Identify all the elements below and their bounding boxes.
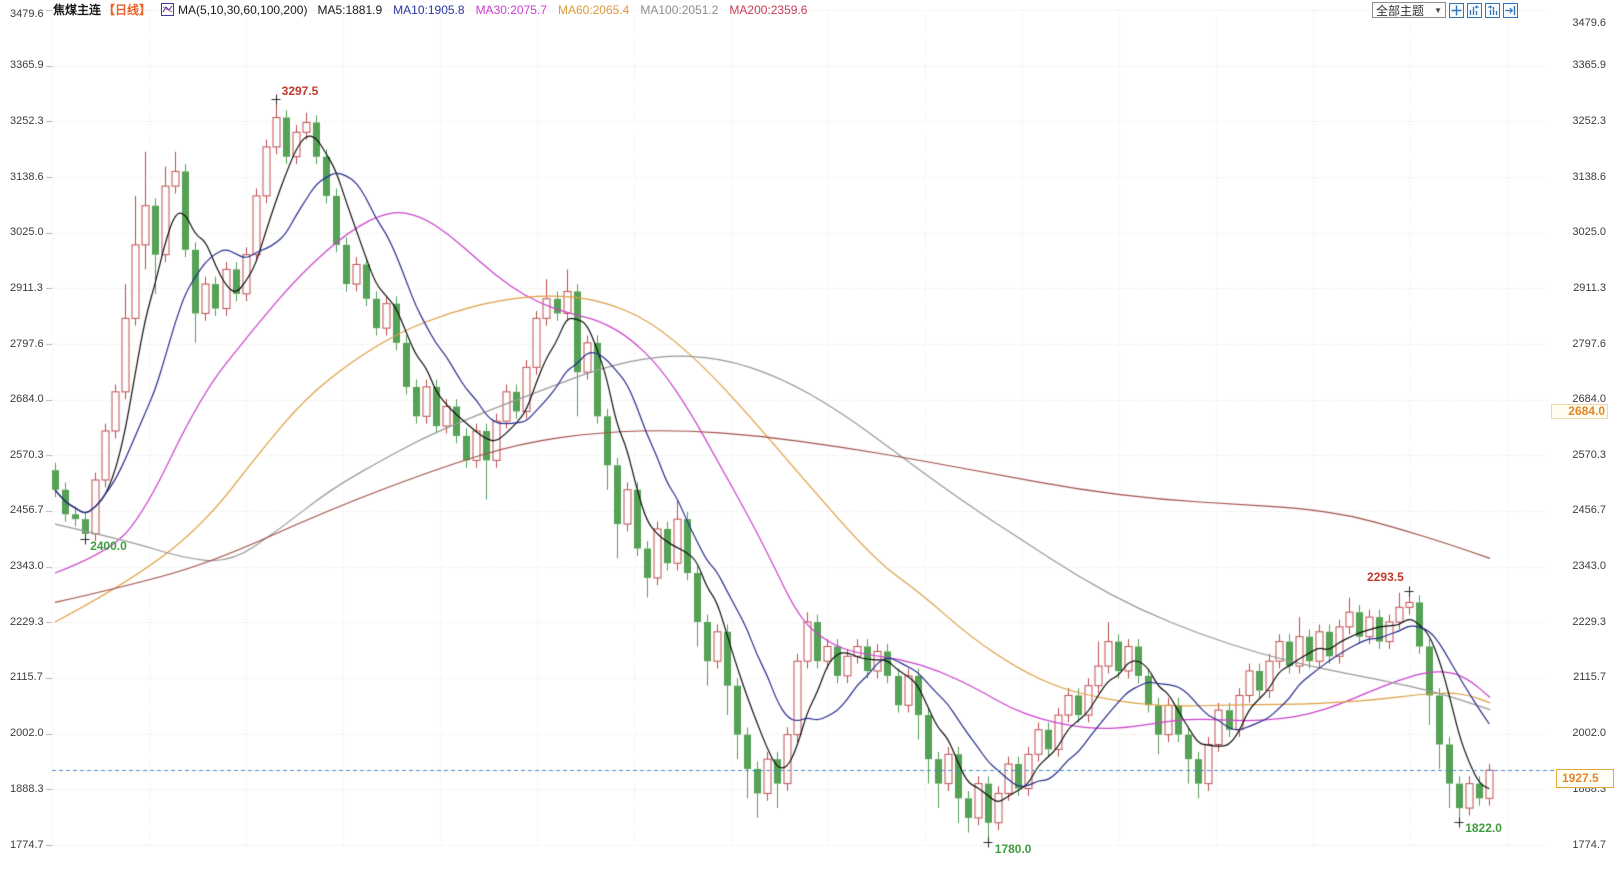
y-axis-label-left: 3025.0 [10,226,44,239]
y-axis-label-left: 2115.7 [10,671,43,684]
y-axis-label-left: 3365.9 [10,59,44,72]
last-price-tag: 1927.5 [1556,769,1614,789]
indicator-chart-icon [161,3,175,16]
page-forward-icon [1505,5,1516,15]
y-axis-label-left: 3479.6 [10,8,44,20]
y-axis-label-left: 2911.3 [10,281,43,294]
ma-value-label: MA5:1881.9 [317,2,383,17]
expand-bars-button[interactable] [1485,2,1500,18]
y-axis-label-left: 1888.3 [10,782,44,795]
y-axis-label-left: 2343.0 [10,560,44,573]
y-axis-label-right: 3365.9 [1572,59,1606,72]
period-label[interactable]: 【日线】 [103,3,152,17]
compress-bars-icon [1469,4,1479,15]
y-axis-label-right: 2797.6 [1572,337,1606,350]
y-axis-label-left: 1774.7 [10,838,44,851]
y-axis-label-left: 3252.3 [10,114,44,127]
price-marker-tag: 2684.0 [1551,403,1608,419]
ma-value-label: MA10:1905.8 [393,2,465,17]
extreme-price-annotation: 1822.0 [1465,820,1502,835]
theme-selector-dropdown[interactable]: 全部主题 ▼ [1372,2,1446,18]
expand-bars-icon [1488,4,1498,15]
ma-value-label: MA30:2075.7 [475,2,547,17]
ma-settings-label: MA(5,10,30,60,100,200) [178,2,308,17]
extreme-price-annotation: 2293.5 [1367,569,1404,584]
instrument-name: 焦煤主连 [53,3,102,17]
y-axis-label-right: 2343.0 [1572,560,1606,573]
extreme-price-annotation: 1780.0 [994,842,1032,857]
y-axis-label-left: 2229.3 [10,615,44,628]
y-axis-label-right: 3479.6 [1572,17,1606,29]
y-axis-label-left: 3138.6 [10,170,44,183]
y-axis-label-left: 2797.6 [10,337,44,350]
page-forward-button[interactable] [1503,2,1518,18]
y-axis-label-right: 2229.3 [1572,615,1606,628]
y-axis-label-right: 2911.3 [1573,281,1606,294]
theme-selector-label: 全部主题 [1376,3,1425,18]
y-axis-label-right: 2684.0 [1572,393,1606,406]
y-axis-label-right: 3138.6 [1572,170,1606,183]
compress-bars-button[interactable] [1467,2,1482,18]
y-axis-label-left: 2570.3 [10,448,44,461]
extreme-price-annotation: 3297.5 [281,84,319,99]
y-axis-label-right: 2456.7 [1572,504,1606,517]
chart-header: 焦煤主连 【日线】 MA(5,10,30,60,100,200) MA5:188… [53,1,818,18]
chart-toolbar: 全部主题 ▼ [1372,2,1518,18]
y-axis-label-left: 2456.7 [10,504,44,517]
extreme-price-annotation: 2400.0 [90,538,127,553]
ma-value-label: MA100:2051.2 [640,2,719,17]
crosshair-tool-icon [1451,5,1462,15]
y-axis-label-right: 3025.0 [1572,226,1606,239]
crosshair-tool-button[interactable] [1449,2,1464,18]
chevron-down-icon: ▼ [1434,5,1442,15]
ma-current-values: MA5:1881.9 MA10:1905.8 MA30:2075.7 MA60:206… [317,3,818,17]
y-axis-label-left: 2684.0 [10,393,44,406]
y-axis-label-right: 2570.3 [1572,448,1606,461]
ma-value-label: MA200:2359.6 [729,2,808,17]
y-axis-label-right: 3252.3 [1572,114,1606,127]
y-axis-label-right: 2002.0 [1572,727,1606,740]
ma-value-label: MA60:2065.4 [557,2,630,17]
y-axis-label-right: 1774.7 [1572,838,1606,851]
y-axis-label-left: 2002.0 [10,727,44,740]
y-axis-label-right: 2115.7 [1573,671,1606,684]
